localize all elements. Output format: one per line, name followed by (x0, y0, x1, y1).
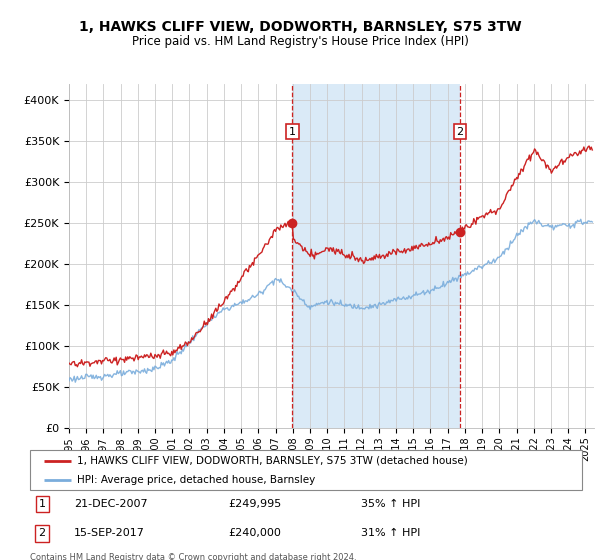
Text: 1: 1 (289, 127, 296, 137)
FancyBboxPatch shape (30, 450, 582, 490)
Text: 1, HAWKS CLIFF VIEW, DODWORTH, BARNSLEY, S75 3TW: 1, HAWKS CLIFF VIEW, DODWORTH, BARNSLEY,… (79, 20, 521, 34)
Text: 1: 1 (38, 499, 46, 509)
Text: 35% ↑ HPI: 35% ↑ HPI (361, 499, 421, 509)
Text: 31% ↑ HPI: 31% ↑ HPI (361, 529, 421, 539)
Text: 1, HAWKS CLIFF VIEW, DODWORTH, BARNSLEY, S75 3TW (detached house): 1, HAWKS CLIFF VIEW, DODWORTH, BARNSLEY,… (77, 456, 467, 465)
Text: 2: 2 (38, 529, 46, 539)
Text: 15-SEP-2017: 15-SEP-2017 (74, 529, 145, 539)
Text: £249,995: £249,995 (229, 499, 282, 509)
Text: HPI: Average price, detached house, Barnsley: HPI: Average price, detached house, Barn… (77, 475, 315, 485)
Text: Contains HM Land Registry data © Crown copyright and database right 2024.
This d: Contains HM Land Registry data © Crown c… (30, 553, 356, 560)
Text: 21-DEC-2007: 21-DEC-2007 (74, 499, 148, 509)
Text: 2: 2 (457, 127, 463, 137)
Bar (292, 84, 460, 428)
Text: Price paid vs. HM Land Registry's House Price Index (HPI): Price paid vs. HM Land Registry's House … (131, 35, 469, 48)
Text: £240,000: £240,000 (229, 529, 281, 539)
